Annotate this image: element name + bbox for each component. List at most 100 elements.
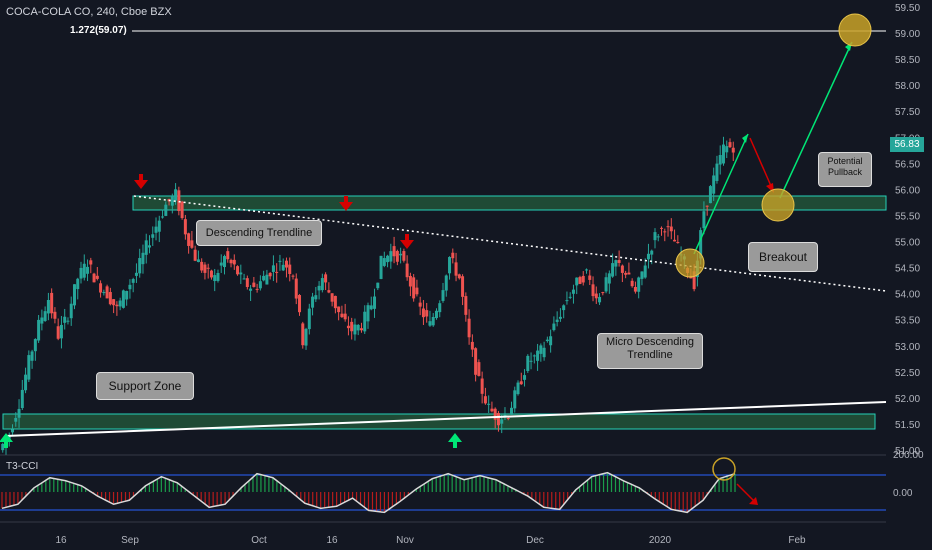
candle-body xyxy=(271,265,275,272)
candle-body xyxy=(177,190,181,211)
time-tick-label: Nov xyxy=(396,535,414,546)
candle-body xyxy=(402,251,406,261)
candle-body xyxy=(408,275,412,287)
price-tick-label: 58.50 xyxy=(895,55,920,66)
candle-body xyxy=(643,265,647,278)
candle-body xyxy=(539,345,543,354)
price-tick-label: 59.00 xyxy=(895,29,920,40)
candle-body xyxy=(333,295,337,309)
time-axis: 16 Sep Oct 16 Nov Dec 2020 Feb xyxy=(55,535,806,546)
candle-body xyxy=(441,290,445,301)
candle-body xyxy=(95,275,99,279)
candle-body xyxy=(151,234,155,238)
candles-layer xyxy=(1,136,735,455)
candle-body xyxy=(728,142,732,148)
candle-body xyxy=(268,272,272,277)
price-tick-label: 56.00 xyxy=(895,185,920,196)
candle-body xyxy=(405,263,409,278)
price-tick-label: 55.00 xyxy=(895,238,920,249)
time-tick-label: Dec xyxy=(526,535,544,546)
candle-body xyxy=(69,303,73,319)
candle-body xyxy=(294,278,298,299)
candle-body xyxy=(330,293,334,302)
candle-body xyxy=(421,308,425,318)
candle-body xyxy=(369,305,373,310)
candle-body xyxy=(503,415,507,417)
candle-body xyxy=(79,267,83,279)
candle-body xyxy=(223,256,227,268)
indicator-title: T3-CCI xyxy=(6,461,39,472)
candle-body xyxy=(650,250,654,255)
candle-body xyxy=(379,255,383,279)
candle-body xyxy=(105,286,109,299)
candle-body xyxy=(382,258,386,266)
candle-body xyxy=(389,251,393,262)
candle-body xyxy=(203,264,207,273)
candle-body xyxy=(555,319,559,323)
candle-body xyxy=(209,270,213,278)
candle-body xyxy=(614,260,618,267)
candle-body xyxy=(206,267,210,269)
candle-body xyxy=(653,232,657,241)
candle-body xyxy=(242,278,246,280)
candle-body xyxy=(304,328,308,346)
candle-body xyxy=(307,308,311,330)
candle-body xyxy=(624,272,628,275)
candle-body xyxy=(676,242,680,244)
price-tick-label: 51.50 xyxy=(895,420,920,431)
time-tick-label: Feb xyxy=(788,535,806,546)
candle-body xyxy=(725,146,729,153)
candle-body xyxy=(275,271,279,273)
candle-body xyxy=(529,360,533,362)
candle-body xyxy=(337,306,341,313)
candle-body xyxy=(128,284,132,290)
candle-body xyxy=(699,230,703,259)
candle-body xyxy=(386,255,390,263)
price-axis-panel xyxy=(886,0,932,550)
candle-body xyxy=(190,240,194,248)
candle-body xyxy=(549,336,553,346)
candle-body xyxy=(487,403,491,405)
candle-body xyxy=(490,408,494,412)
cci-layer xyxy=(1,471,736,514)
candle-body xyxy=(236,266,240,275)
candle-body xyxy=(157,220,161,232)
candle-body xyxy=(324,274,328,283)
candle-body xyxy=(255,288,259,290)
candle-body xyxy=(477,362,481,376)
candle-body xyxy=(288,264,292,274)
candle-body xyxy=(262,275,266,281)
candle-body xyxy=(187,233,191,246)
pullback-circle xyxy=(761,188,795,222)
candle-body xyxy=(363,311,367,332)
price-tick-label: 55.50 xyxy=(895,211,920,222)
arrow-up-icon xyxy=(448,433,462,448)
candle-body xyxy=(646,253,650,260)
descending-trendline xyxy=(133,195,887,292)
candle-body xyxy=(40,317,44,324)
candle-body xyxy=(193,249,197,261)
price-tick-label: 58.00 xyxy=(895,81,920,92)
candle-body xyxy=(350,321,354,332)
candle-body xyxy=(656,236,660,238)
candle-body xyxy=(444,275,448,291)
candle-body xyxy=(46,300,50,314)
candle-body xyxy=(438,303,442,313)
candle-body xyxy=(731,147,735,153)
candle-body xyxy=(470,341,474,350)
price-tick-label: 53.50 xyxy=(895,316,920,327)
candle-body xyxy=(340,313,344,318)
cci-tick-label: 0.00 xyxy=(893,488,913,499)
candle-body xyxy=(11,429,15,433)
candle-body xyxy=(526,355,530,372)
time-tick-label: Sep xyxy=(121,535,139,546)
price-tick-label: 59.50 xyxy=(895,3,920,14)
candle-body xyxy=(660,227,664,229)
time-tick-label: Oct xyxy=(251,535,267,546)
arrow-down-icon xyxy=(400,234,414,249)
candle-body xyxy=(284,260,288,268)
candle-body xyxy=(601,292,605,294)
candle-body xyxy=(314,295,318,300)
candle-body xyxy=(154,226,158,233)
